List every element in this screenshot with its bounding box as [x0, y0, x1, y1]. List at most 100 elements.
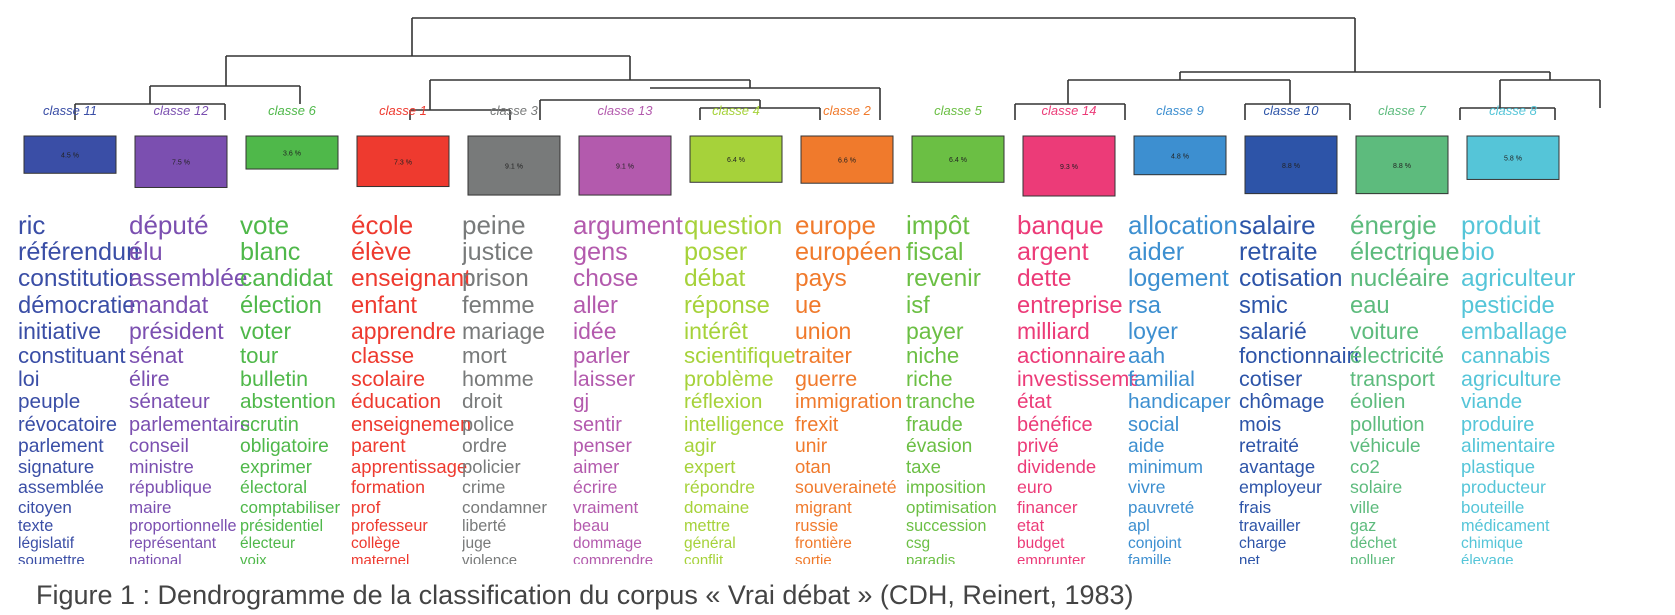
- class-word: peine: [462, 212, 526, 240]
- class-word: payer: [906, 317, 964, 344]
- class-word: obligatoire: [240, 436, 329, 457]
- class-word: professeur: [351, 516, 428, 535]
- class-word: banque: [1017, 212, 1104, 240]
- class-word: aider: [1128, 238, 1185, 266]
- class-percentage: 7.3 %: [394, 159, 412, 166]
- class-label: classe 2: [823, 103, 871, 118]
- class-word: liberté: [462, 516, 507, 535]
- class-word: peuple: [18, 390, 81, 414]
- class-word: national: [129, 552, 182, 564]
- class-word: présidentiel: [240, 516, 324, 535]
- class-label: classe 5: [934, 103, 982, 118]
- class-word: scientifique: [684, 342, 796, 368]
- class-word: constitution: [18, 265, 138, 293]
- class-word: gaz: [1350, 516, 1377, 535]
- class-word: débat: [684, 265, 746, 293]
- class-word: juge: [462, 534, 492, 552]
- class-word: domaine: [684, 497, 750, 517]
- class-word: citoyen: [18, 497, 72, 517]
- class-word: employeur: [1239, 476, 1322, 497]
- class-word: fiscal: [906, 238, 964, 266]
- class-word: violence: [462, 552, 518, 564]
- class-word: travailler: [1239, 516, 1301, 535]
- word-column: énergie électrique nucléaire eau voiture élec…: [1350, 212, 1470, 564]
- class-word: vote: [240, 212, 290, 240]
- class-word: investissement: [1017, 366, 1137, 391]
- word-column: argument gens chose aller idée parler laisser g…: [573, 212, 693, 564]
- class-word: signature: [18, 456, 95, 478]
- class-word: conseil: [129, 436, 189, 457]
- class-word: plastique: [1461, 456, 1536, 478]
- class-word: immigration: [795, 390, 903, 414]
- class-word: retraité: [1239, 436, 1299, 457]
- word-column: député élu assemblée mandat président sénat él…: [129, 212, 249, 564]
- class-word: smic: [1239, 291, 1288, 319]
- class-word: allocation: [1128, 212, 1238, 240]
- class-word: retraite: [1239, 238, 1318, 266]
- class-word: aller: [573, 291, 618, 319]
- class-word: république: [129, 476, 212, 497]
- word-column: produit bio agriculteur pesticide emballage c…: [1461, 212, 1581, 564]
- class-word: maire: [129, 497, 172, 517]
- class-word: salaire: [1239, 212, 1316, 240]
- class-word: cotisation: [1239, 265, 1343, 293]
- class-word: euro: [1017, 476, 1053, 497]
- class-word: parlement: [18, 436, 104, 457]
- class-word: déchet: [1350, 534, 1397, 552]
- class-word: question: [684, 212, 783, 240]
- class-box: [1022, 135, 1116, 197]
- class-word: poser: [684, 238, 748, 266]
- class-word: pauvreté: [1128, 497, 1195, 517]
- class-word: optimisation: [906, 497, 997, 517]
- class-word: enseignant: [351, 265, 471, 293]
- word-column: peine justice prison femme mariage mort homme d…: [462, 212, 582, 564]
- class-word: familial: [1128, 366, 1195, 391]
- class-word: beau: [573, 516, 610, 535]
- class-word: voiture: [1350, 317, 1420, 344]
- class-word: ric: [18, 212, 46, 240]
- class-word: bouteille: [1461, 497, 1525, 517]
- class-word: mort: [462, 342, 507, 368]
- class-word: répondre: [684, 476, 756, 497]
- class-word: imposition: [906, 476, 986, 497]
- word-column: vote blanc candidat élection voter tour bullet…: [240, 212, 360, 564]
- class-percentage: 8.8 %: [1393, 163, 1411, 170]
- class-word: agir: [684, 436, 717, 457]
- class-word: intelligence: [684, 414, 785, 436]
- class-word: parlementaire: [129, 414, 249, 436]
- class-word: alimentaire: [1461, 436, 1556, 457]
- class-word: handicaper: [1128, 390, 1231, 414]
- class-percentage: 8.8 %: [1282, 163, 1300, 170]
- class-word: net: [1239, 552, 1260, 564]
- class-word: pollution: [1350, 414, 1425, 436]
- class-box: [689, 135, 783, 183]
- dendrogram: classe 11 classe 12 classe 6 classe 1 classe…: [23, 17, 1601, 197]
- class-word: problème: [684, 366, 774, 391]
- class-word: député: [129, 212, 209, 240]
- class-box: [245, 135, 339, 170]
- class-word: frexit: [795, 414, 839, 436]
- class-word: financer: [1017, 497, 1078, 517]
- word-column: ric référendum constitution démocratie initi…: [18, 212, 138, 564]
- class-word: social: [1128, 414, 1180, 436]
- figure-caption: Figure 1 : Dendrogramme de la classifica…: [36, 580, 1134, 610]
- class-word: producteur: [1461, 476, 1546, 497]
- class-word: tranche: [906, 390, 976, 414]
- class-box: [1355, 135, 1449, 195]
- class-word: laisser: [573, 366, 636, 391]
- class-box: [134, 135, 228, 188]
- class-word: exprimer: [240, 456, 312, 478]
- class-word: transport: [1350, 366, 1435, 391]
- class-word: gj: [573, 390, 590, 414]
- class-word: enseignement: [351, 414, 471, 436]
- class-percentage: 6.6 %: [838, 158, 856, 165]
- class-word: idée: [573, 317, 617, 344]
- class-word: parler: [573, 342, 630, 368]
- class-word: médicament: [1461, 516, 1550, 535]
- class-label: classe 1: [379, 103, 427, 118]
- class-word: électricité: [1350, 342, 1444, 368]
- word-column: école élève enseignant enfant apprendre class…: [351, 212, 471, 564]
- class-word: unir: [795, 436, 828, 457]
- class-word: frais: [1239, 497, 1272, 517]
- class-word: enfant: [351, 291, 418, 319]
